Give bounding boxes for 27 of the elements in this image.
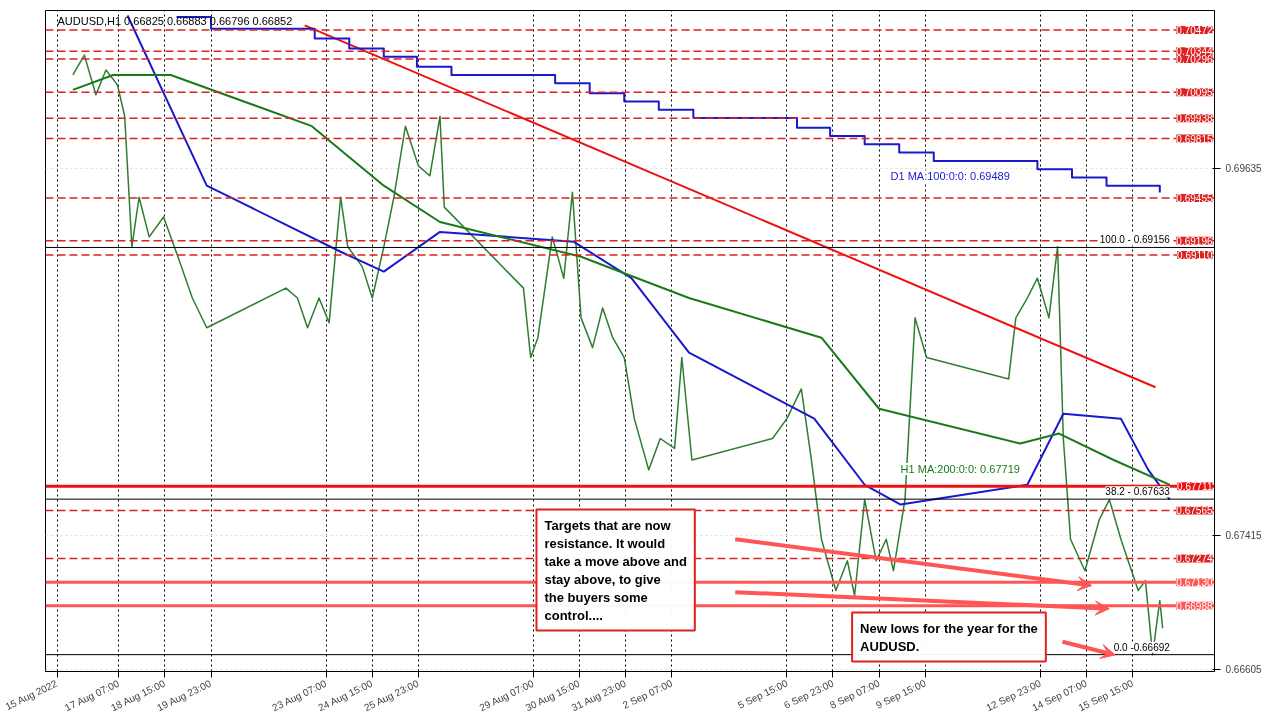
annotation: 38.2 - 0.67633 <box>1105 486 1171 498</box>
y-tick-label: 0.67415 <box>1225 530 1263 542</box>
y-tick-label: 0.66605 <box>1225 664 1263 676</box>
ref-line-label: 0.69455 <box>1176 193 1213 205</box>
annotation: New lows for the year for the AUDUSD. <box>860 620 1038 654</box>
ref-line-label: 0.70344 <box>1176 46 1213 58</box>
ref-line-label: 0.70296 <box>1176 54 1213 66</box>
ref-line-label: 0.67274 <box>1176 553 1213 565</box>
annotation: 0.0 -0.66692 <box>1113 641 1171 653</box>
ref-line-label: 0.69196 <box>1176 235 1213 247</box>
series-label: H1 MA:200:0:0: 0.67719 <box>900 462 1020 475</box>
ref-line-label: 0.67565 <box>1176 505 1213 517</box>
line-series <box>71 73 1171 486</box>
ref-line-label: 0.69815 <box>1176 133 1213 145</box>
ref-line-label: 0.69110 <box>1177 250 1213 262</box>
y-tick-label: 0.69635 <box>1225 163 1263 175</box>
ref-line-label: 0.67711 <box>1177 481 1213 493</box>
ref-line-label: 0.66988 <box>1176 600 1213 612</box>
ref-line-label: 0.69938 <box>1176 113 1213 125</box>
annotation: Targets that are now resistance. It would take a move above and stay above, to give the buyers some control.... <box>544 517 687 623</box>
ref-line-label: 0.70095 <box>1176 87 1213 99</box>
series-label: D1 MA:100:0:0: 0.69489 <box>890 170 1010 183</box>
line-series <box>126 14 1171 506</box>
ref-line-label: 0.67130 <box>1176 577 1213 589</box>
annotation: 100.0 - 0.69156 <box>1099 234 1171 246</box>
x-tick-label: 15 Aug 2022 <box>3 677 60 713</box>
ref-line-label: 0.70472 <box>1176 25 1213 36</box>
